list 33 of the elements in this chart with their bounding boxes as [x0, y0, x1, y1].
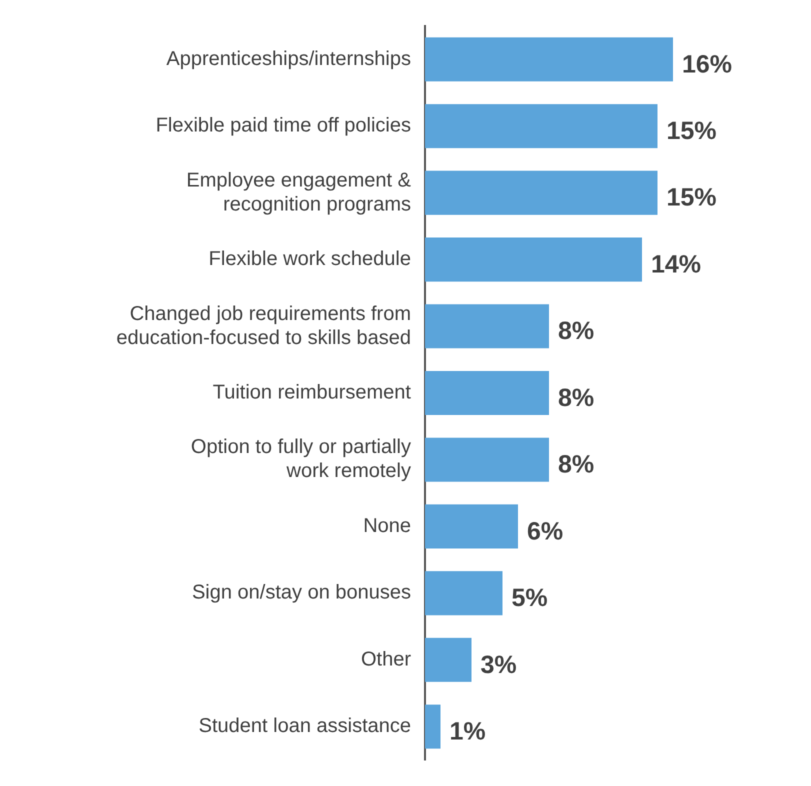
data-label: 15% [666, 116, 717, 145]
y-tick-label: Flexible work schedule [208, 248, 411, 270]
data-label: 5% [512, 584, 548, 612]
y-tick-label: Changed job requirements from education-focused to skills based [116, 302, 411, 349]
bar [425, 438, 549, 482]
data-label: 6% [527, 517, 564, 546]
bar [425, 304, 549, 348]
y-tick-label: Other [360, 648, 412, 670]
bar [425, 170, 658, 215]
bar [425, 638, 472, 682]
y-tick-label: Student loan assistance [198, 715, 411, 738]
data-label: 16% [682, 50, 732, 78]
data-label: 8% [558, 317, 594, 346]
data-label: 8% [558, 384, 594, 412]
bar [425, 571, 502, 616]
data-label: 1% [450, 718, 486, 746]
bar [425, 104, 658, 148]
y-tick-label: Employee engagement & recognition programs [186, 169, 412, 216]
y-tick-label: Tuition reimbursement [212, 382, 412, 404]
y-tick-label: Flexible paid time off policies [156, 114, 411, 137]
bar [425, 37, 673, 82]
y-tick-label: Apprenticeships/internships [166, 48, 411, 70]
bar [425, 504, 518, 548]
data-label: 3% [480, 650, 517, 679]
data-label: 14% [651, 250, 702, 278]
bar [425, 238, 642, 282]
y-tick-label: Sign on/stay on bonuses [192, 582, 411, 604]
y-tick-label: None [363, 514, 411, 537]
bar [425, 370, 549, 416]
data-label: 8% [558, 450, 594, 479]
bar [425, 704, 440, 749]
data-label: 15% [666, 184, 717, 212]
y-tick-label: Option to fully or partially work remotely [190, 436, 411, 482]
